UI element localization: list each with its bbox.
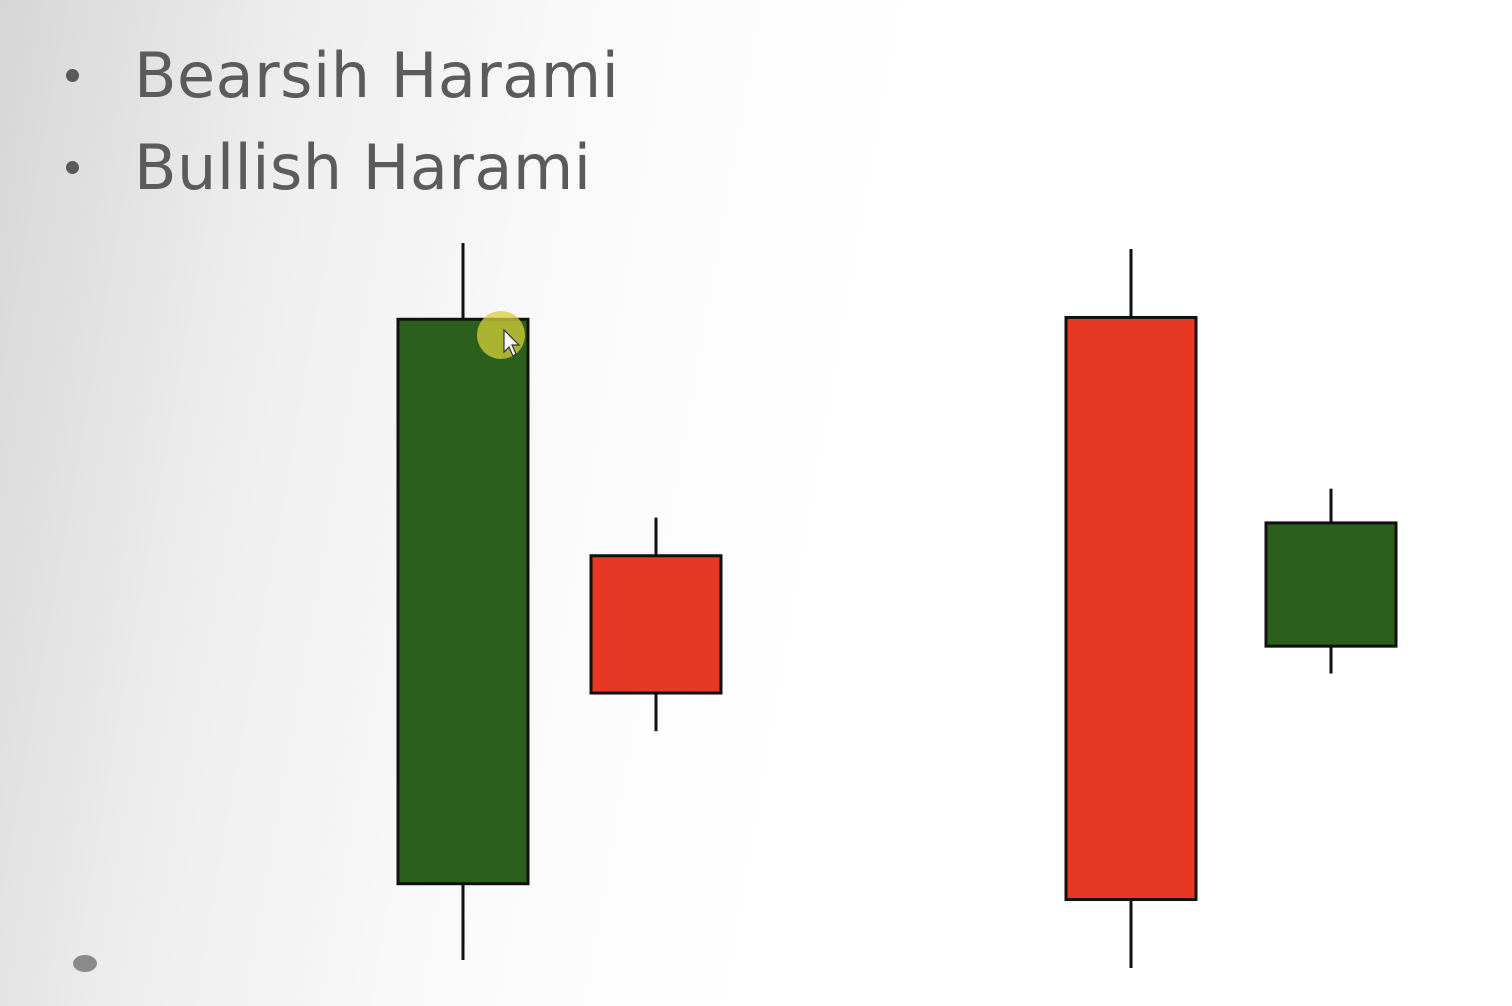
harami-pattern-1 — [396, 243, 723, 960]
bearish-candle — [589, 517, 723, 732]
bullish-candle — [1264, 488, 1398, 674]
bullet-list: Bearsih Harami Bullish Harami — [60, 30, 619, 214]
candle-body — [1064, 315, 1198, 902]
cursor-arrow — [503, 328, 521, 357]
bullet-text-bullish-harami: Bullish Harami — [134, 131, 592, 204]
candle-body — [1264, 521, 1398, 648]
bullet-text-bearish-harami: Bearsih Harami — [134, 39, 620, 112]
candle-body — [396, 317, 530, 886]
bullet-item-bearish-harami: Bearsih Harami — [60, 30, 619, 122]
cursor-highlight — [477, 311, 525, 359]
candle-body — [589, 554, 723, 695]
bearish-candle — [1064, 249, 1198, 968]
bullet-item-bullish-harami: Bullish Harami — [60, 122, 619, 214]
mouse-cursor-icon — [477, 311, 525, 359]
bullet-dot-icon — [66, 161, 79, 174]
harami-pattern-2 — [1064, 249, 1398, 968]
bullish-candle — [396, 243, 530, 960]
bullet-dot-icon — [66, 69, 79, 82]
slide-nav-dot-icon[interactable] — [73, 955, 97, 972]
